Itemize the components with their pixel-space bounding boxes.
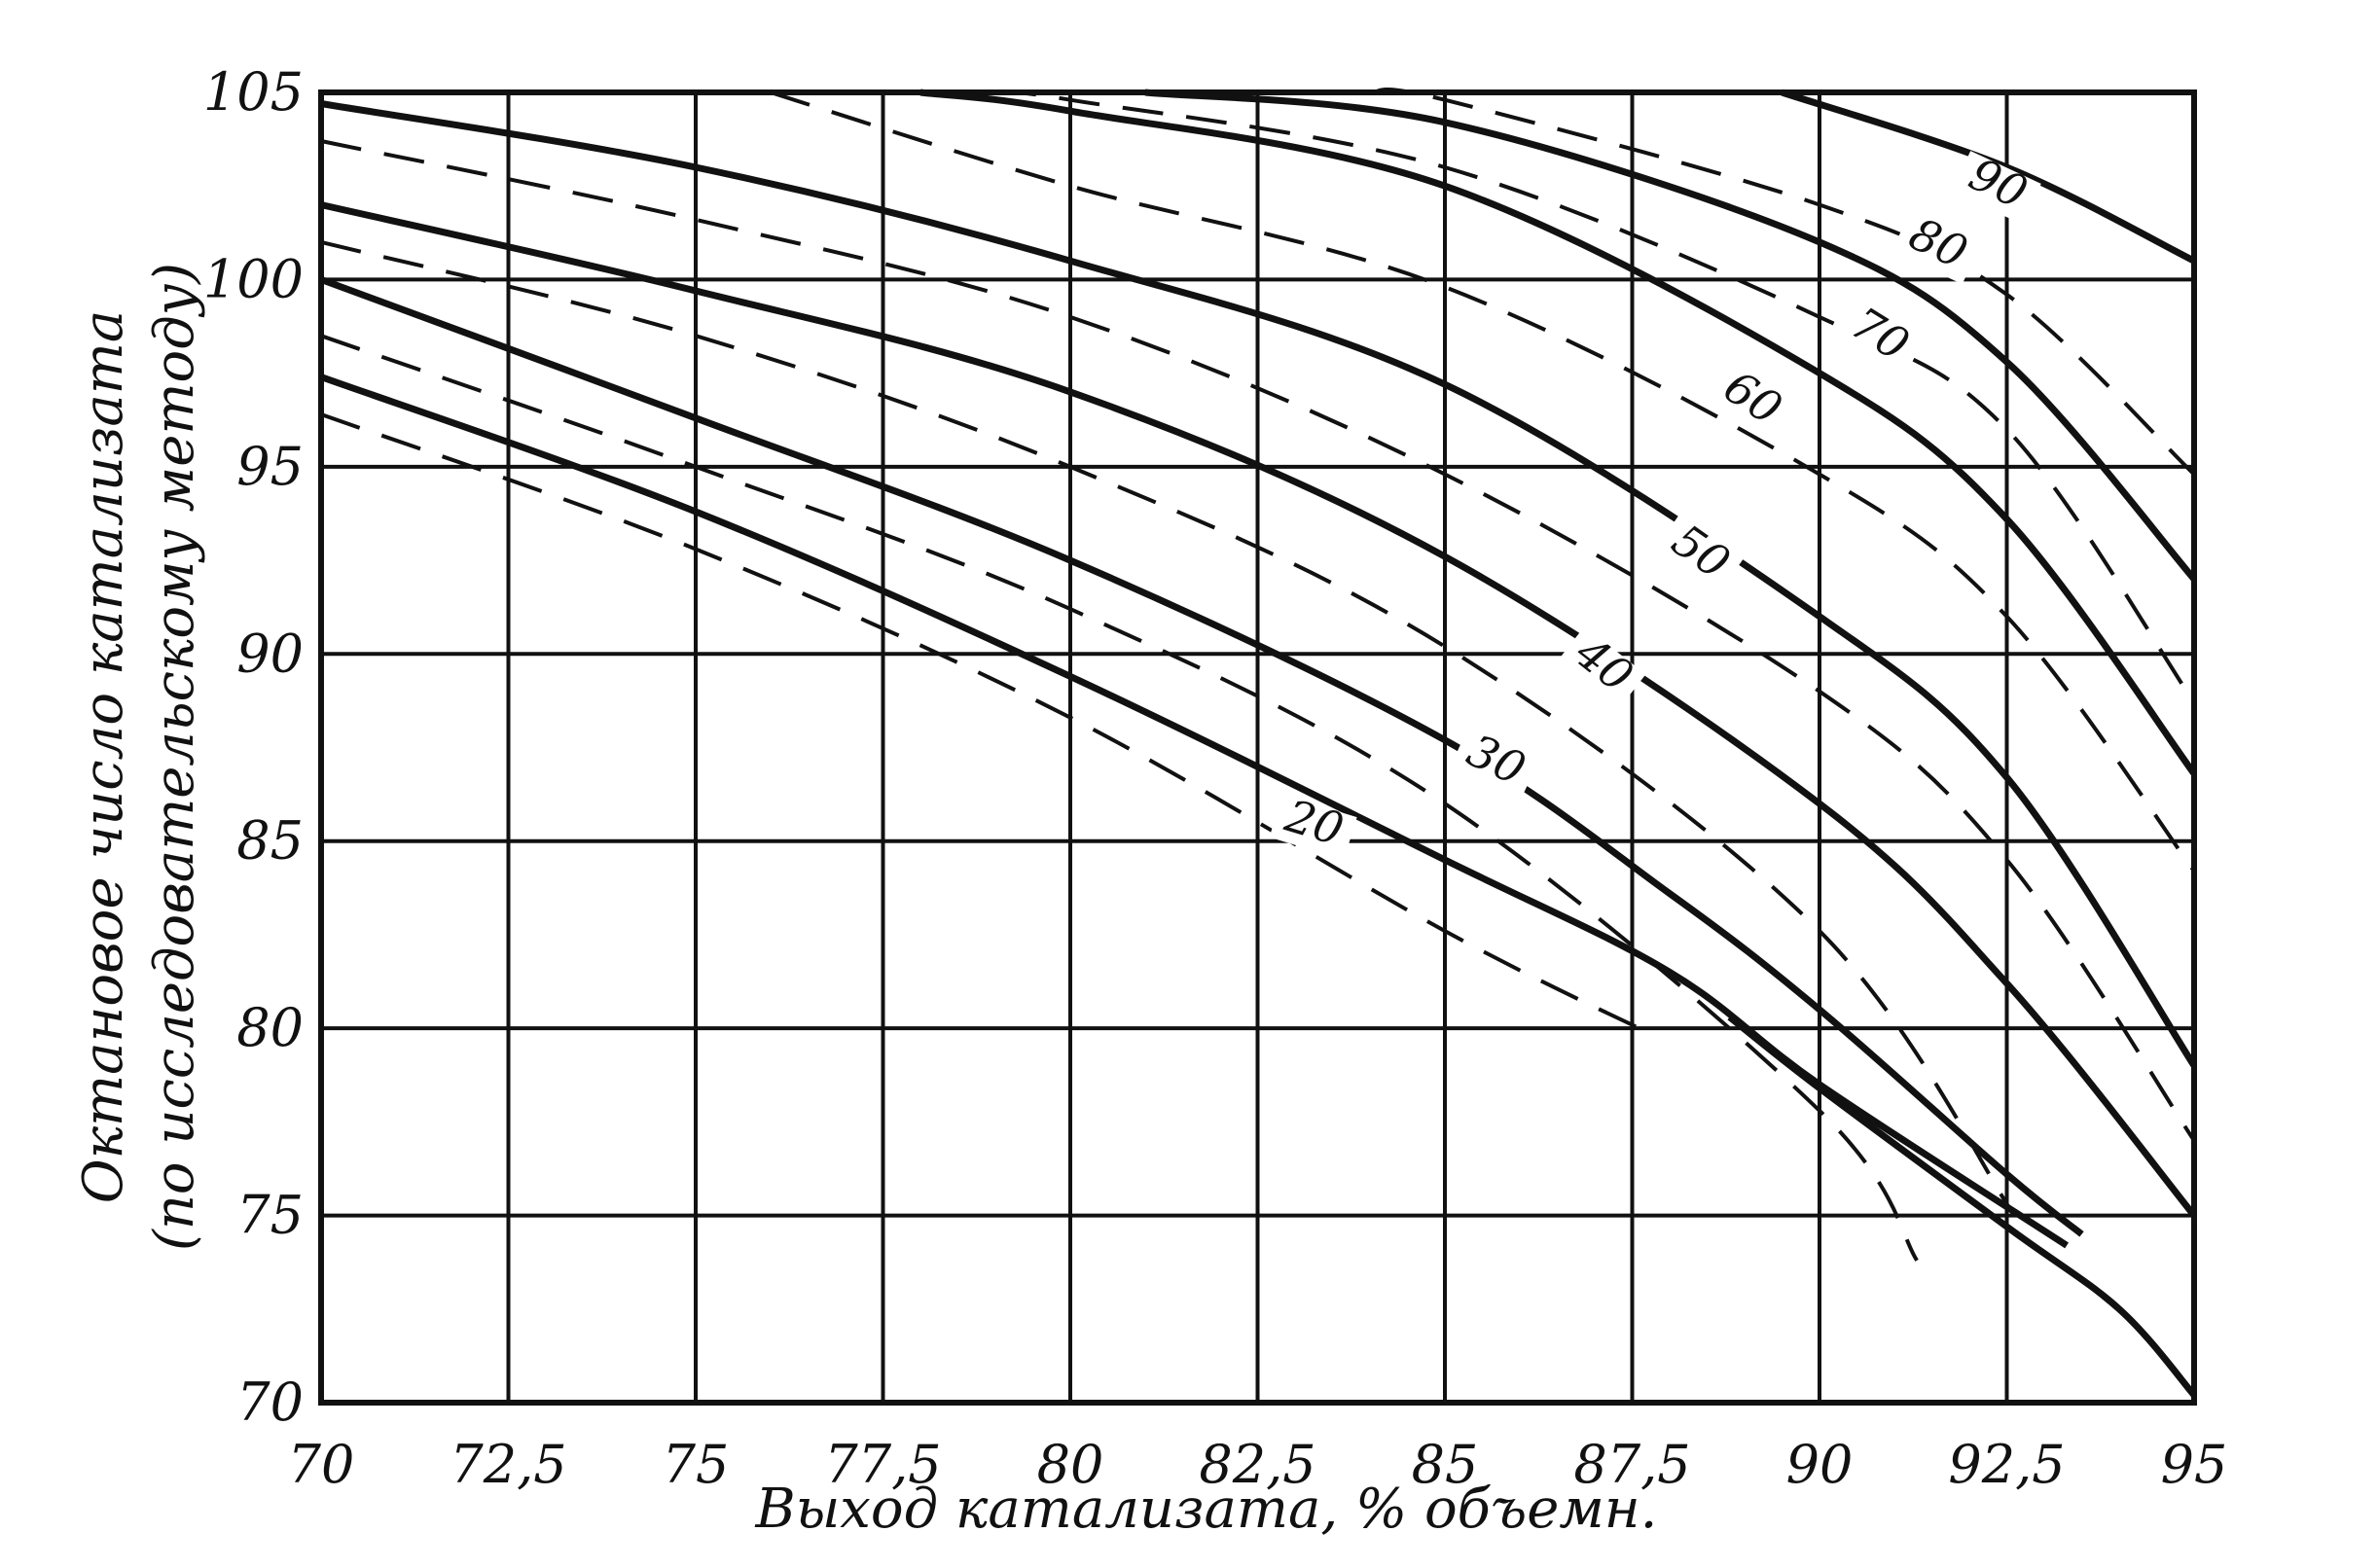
- y-tick-label: 95: [236, 436, 304, 497]
- dashed-curve: [770, 90, 2196, 873]
- y-tick-label: 80: [236, 997, 304, 1058]
- x-tick-label: 72,5: [450, 1434, 566, 1495]
- y-tick-label: 75: [236, 1185, 304, 1246]
- solid-curve: [919, 89, 2197, 776]
- dashed-curve: [320, 239, 2016, 1217]
- curve-label-group: 20: [1269, 789, 1357, 861]
- ticks-layer: 70 72,5 75 77,5 80 82,5 85 87,5 90 92,5 95 70 75 80 85…: [203, 61, 2227, 1495]
- curve-label-background: [1557, 625, 1646, 710]
- y-tick-label: 90: [236, 623, 304, 684]
- plot-frame: [318, 89, 2197, 1406]
- solid-curve: [320, 100, 2197, 1068]
- x-tick-label: 90: [1786, 1434, 1854, 1495]
- x-tick-label: 75: [663, 1434, 730, 1495]
- dashed-curve: [320, 412, 1656, 1038]
- dashed-curve: [320, 334, 1919, 1262]
- x-tick-label: 80: [1037, 1434, 1104, 1495]
- solid-curve: [1727, 1014, 2197, 1398]
- curve-label-group: 80: [1892, 207, 1982, 285]
- solid-curve: [1144, 89, 2197, 582]
- y-axis-label-line2: (по исследовательскому методу): [143, 263, 206, 1251]
- y-tick-label: 70: [236, 1372, 304, 1433]
- curve-label-background: [1832, 298, 1923, 378]
- curve-label-background: [1269, 794, 1357, 861]
- x-tick-label: 82,5: [1199, 1434, 1315, 1495]
- curve-label-background: [1705, 361, 1796, 442]
- curve-label-group: 60: [1705, 360, 1796, 442]
- curve-label-background: [1449, 727, 1539, 802]
- curve-label-background: [1951, 151, 2041, 225]
- solid-curve: [1781, 89, 2196, 265]
- dashed-curve: [994, 89, 2196, 704]
- x-tick-label: 92,5: [1948, 1434, 2065, 1495]
- solid-curve: [319, 276, 2084, 1237]
- curve-label-group: 50: [1653, 514, 1744, 596]
- y-tick-label: 100: [203, 248, 304, 309]
- curve-label-background: [1892, 210, 1982, 285]
- curve-label-group: 70: [1832, 297, 1923, 378]
- x-axis-label: Выход катализата, % объемн.: [755, 1478, 1658, 1541]
- y-axis-label-line1: Октановое число катализата: [72, 310, 135, 1204]
- dashed-curve: [1369, 88, 2196, 477]
- series-layer: [319, 88, 2197, 1398]
- curve-label-background: [1653, 515, 1744, 596]
- x-tick-label: 77,5: [824, 1434, 941, 1495]
- y-tick-label: 105: [203, 61, 304, 123]
- y-tick-label: 85: [236, 810, 304, 872]
- x-tick-label: 95: [2161, 1434, 2228, 1495]
- x-tick-label: 85: [1412, 1434, 1479, 1495]
- solid-curve: [320, 201, 2197, 1218]
- x-tick-label: 70: [288, 1434, 355, 1495]
- dashed-curve: [320, 139, 2196, 1142]
- x-tick-label: 87,5: [1573, 1434, 1690, 1495]
